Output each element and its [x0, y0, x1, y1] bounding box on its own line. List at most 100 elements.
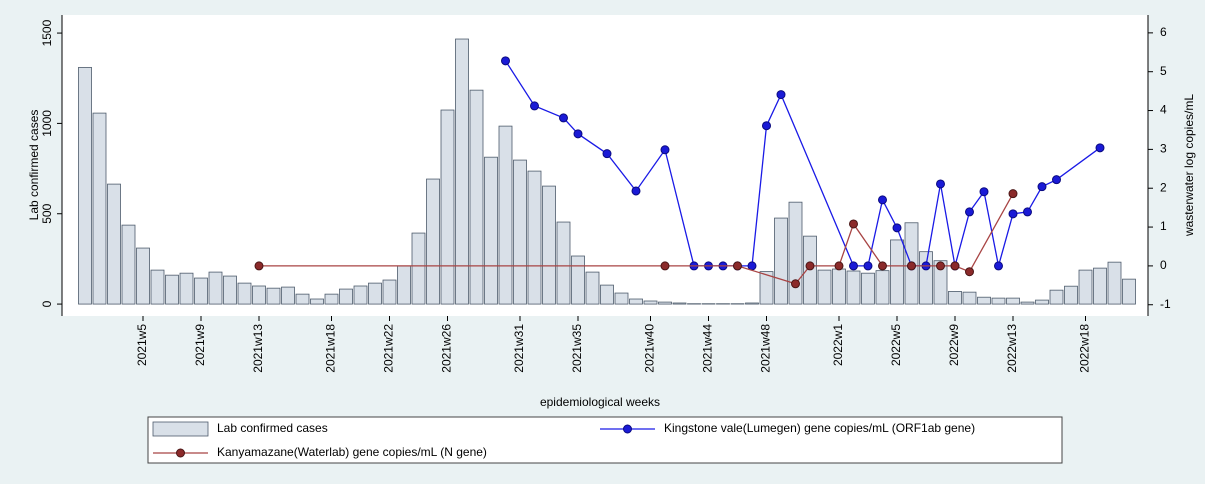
bar — [1049, 289, 1064, 305]
bar — [527, 170, 542, 305]
point — [849, 261, 858, 271]
x-tick-label: 2021w31 — [512, 324, 526, 373]
bar — [208, 271, 223, 305]
y-tick-label: 0 — [40, 300, 54, 307]
bar — [774, 217, 788, 305]
point — [791, 279, 800, 289]
x-tick-label: 2021w18 — [324, 324, 338, 373]
bar — [397, 265, 411, 305]
bar — [817, 269, 832, 305]
point — [501, 56, 510, 66]
point — [994, 261, 1003, 271]
bar — [542, 185, 556, 305]
bar — [962, 291, 977, 305]
bar — [150, 269, 165, 305]
bar — [643, 300, 658, 305]
y2-tick-label: 2 — [1160, 180, 1167, 194]
y2-tick-label: 4 — [1160, 103, 1167, 117]
bar — [310, 298, 324, 305]
bar — [353, 285, 368, 305]
y2-axis-title: wasterwater log copies/mL — [1182, 94, 1196, 237]
x-tick-label: 2021w26 — [440, 324, 454, 373]
bar — [1064, 285, 1078, 305]
x-tick-label: 2022w18 — [1078, 324, 1092, 373]
point — [849, 219, 858, 229]
line — [504, 60, 1101, 267]
point — [530, 101, 539, 111]
bar — [672, 302, 687, 305]
point — [1037, 182, 1047, 192]
plot-area — [62, 15, 1148, 316]
point — [979, 187, 989, 197]
bar — [991, 297, 1006, 305]
bar — [440, 109, 455, 305]
bar — [556, 221, 571, 305]
bar — [223, 275, 237, 305]
bar — [1078, 269, 1093, 305]
bar — [1093, 267, 1107, 305]
point — [1095, 143, 1105, 153]
bar — [78, 66, 92, 305]
point — [1023, 207, 1032, 217]
bar — [861, 272, 875, 305]
bar — [426, 178, 440, 305]
bar — [745, 302, 759, 305]
bar — [237, 282, 252, 305]
legend-label: Lab confirmed cases — [217, 421, 328, 435]
x-tick-label: 2021w5 — [135, 324, 149, 366]
point — [1052, 175, 1061, 185]
bar — [411, 232, 426, 305]
bar — [382, 279, 397, 305]
bar — [295, 293, 310, 305]
point — [965, 267, 974, 277]
bar — [933, 260, 948, 305]
point — [907, 261, 916, 271]
point — [573, 129, 583, 139]
point — [936, 179, 945, 189]
x-tick-label: 2022w1 — [831, 324, 845, 366]
bar — [179, 272, 194, 305]
bar — [1122, 278, 1136, 305]
bar — [107, 183, 121, 305]
bar — [252, 285, 266, 305]
bar — [948, 291, 962, 305]
point — [965, 207, 974, 217]
bar — [266, 287, 281, 305]
bar — [571, 255, 585, 305]
x-tick-label: 2021w9 — [193, 324, 207, 366]
point — [950, 261, 960, 271]
y2-tick-label: 6 — [1160, 25, 1167, 39]
legend-label: Kanyamazane(Waterlab) gene copies/mL (N … — [217, 445, 487, 459]
x-tick-label: 2022w9 — [947, 324, 961, 366]
bar — [1107, 261, 1122, 305]
point — [559, 113, 568, 123]
y2-tick-label: 0 — [1160, 258, 1167, 272]
bar — [194, 277, 208, 305]
bar — [614, 292, 629, 305]
point — [631, 186, 641, 196]
bar — [875, 270, 890, 305]
point — [1008, 189, 1018, 199]
bar — [92, 112, 107, 305]
point — [936, 261, 945, 271]
point — [878, 195, 887, 205]
bar — [469, 89, 484, 305]
bar — [658, 301, 672, 305]
point — [834, 261, 844, 271]
y-axis-title: Lab confirmed cases — [27, 110, 41, 221]
x-tick-label: 2022w5 — [889, 324, 903, 366]
point — [254, 261, 264, 271]
point — [805, 261, 815, 271]
bar — [513, 159, 527, 305]
point — [733, 261, 742, 271]
legend-label: Kingstone vale(Lumegen) gene copies/mL (… — [664, 421, 975, 435]
y-tick-label: 500 — [40, 203, 54, 223]
bar — [1020, 301, 1035, 305]
x-axis-title: epidemiological weeks — [540, 395, 660, 409]
x-tick-label: 2022w13 — [1005, 324, 1019, 373]
bar — [339, 288, 353, 305]
point — [863, 261, 873, 271]
bar — [324, 293, 339, 305]
legend-swatch — [152, 421, 209, 437]
